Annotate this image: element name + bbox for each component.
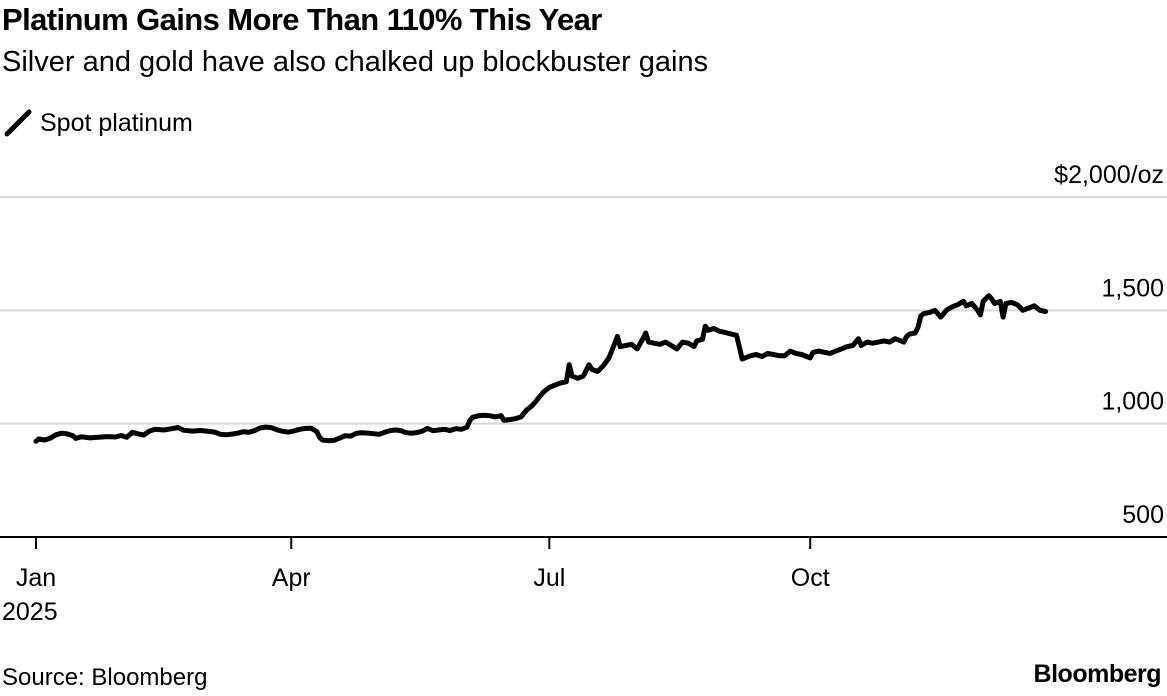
diagonal-line-icon: [4, 109, 32, 137]
source-note: Source: Bloomberg: [2, 664, 208, 691]
x-tick-label: Oct: [791, 564, 830, 592]
x-axis: [0, 536, 1167, 549]
legend: Spot platinum: [4, 108, 193, 138]
x-tick-label: Jul: [533, 564, 565, 592]
legend-label: Spot platinum: [40, 108, 193, 137]
x-axis-labels: Jan 2025 Apr Jul Oct: [2, 564, 830, 626]
y-tick-label: 1,000: [1101, 388, 1164, 416]
gridlines: [0, 196, 1167, 425]
x-tick-label: Jan: [16, 564, 56, 592]
y-tick-label: 500: [1122, 501, 1164, 529]
series-group: [33, 293, 1049, 444]
y-axis-labels: $2,000/oz 1,500 1,000 500: [1054, 161, 1164, 529]
chart-title: Platinum Gains More Than 110% This Year: [2, 2, 602, 37]
x-tick-label: Apr: [272, 564, 311, 592]
series-line-0: [33, 293, 1049, 444]
x-tick-sublabel: 2025: [2, 598, 58, 626]
y-tick-label: $2,000/oz: [1054, 161, 1164, 189]
brand-logo: Bloomberg: [1033, 660, 1162, 688]
y-tick-label: 1,500: [1101, 274, 1164, 302]
chart-subtitle: Silver and gold have also chalked up blo…: [2, 46, 709, 78]
